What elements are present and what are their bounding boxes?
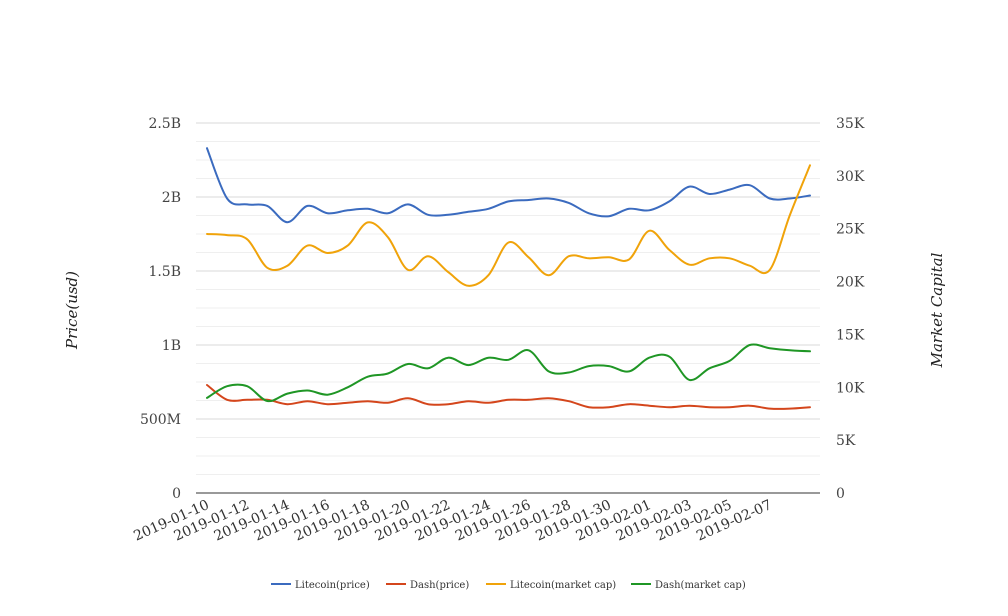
y-right-axis-title: Market Capital: [928, 252, 946, 368]
y-left-tick-label: 2.5B: [148, 116, 181, 132]
series-line-litecoin-market-cap: [206, 164, 811, 287]
y-right-tick-label: 30K: [836, 169, 865, 185]
legend: Litecoin(price) Dash(price) Litecoin(marke…: [271, 580, 746, 591]
series-line-dash-market-cap: [206, 343, 811, 403]
y-left-tick-labels: 0 500M 1B 1.5B 2B 2.5B: [140, 116, 181, 502]
y-right-tick-label: 25K: [836, 222, 865, 238]
x-tick-labels: 2019-01-102019-01-122019-01-142019-01-16…: [131, 497, 774, 544]
y-left-axis-title: Price(usd): [63, 271, 81, 350]
y-right-tick-label: 15K: [836, 327, 865, 343]
legend-label-litecoin-price: Litecoin(price): [295, 580, 370, 591]
y-left-tick-label: 500M: [140, 412, 181, 428]
series-line-dash-price: [206, 384, 811, 410]
series-line-litecoin-price: [206, 147, 811, 224]
legend-label-dash-price: Dash(price): [410, 580, 469, 591]
y-right-tick-labels: 0 5K 10K 15K 20K 25K 30K 35K: [836, 116, 865, 502]
y-right-tick-label: 5K: [836, 433, 856, 449]
y-left-tick-label: 1.5B: [148, 264, 181, 280]
grid: [196, 122, 820, 475]
y-right-tick-label: 35K: [836, 116, 865, 132]
legend-label-dash-market-cap: Dash(market cap): [655, 580, 746, 591]
legend-label-litecoin-market-cap: Litecoin(market cap): [510, 580, 616, 591]
y-right-tick-label: 10K: [836, 380, 865, 396]
y-left-tick-label: 2B: [162, 190, 181, 206]
y-left-tick-label: 1B: [162, 338, 181, 354]
y-right-tick-label: 20K: [836, 275, 865, 291]
y-left-tick-label: 0: [172, 486, 181, 502]
y-right-tick-label: 0: [836, 486, 845, 502]
series-lines: [206, 147, 811, 410]
